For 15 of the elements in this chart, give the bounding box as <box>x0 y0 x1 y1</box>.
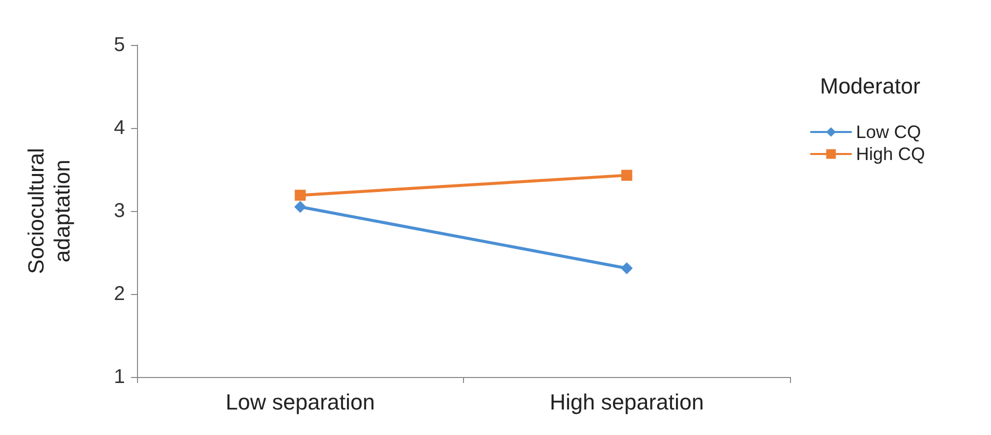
point <box>621 170 632 181</box>
legend-title: Moderator <box>820 74 920 98</box>
legend-label: Low CQ <box>856 122 922 142</box>
y-tick-label: 2 <box>114 283 125 305</box>
x-tick-label: High separation <box>550 390 704 414</box>
point <box>294 200 306 213</box>
point <box>620 262 633 274</box>
x-tick-label: Low separation <box>226 390 375 414</box>
legend-label: High CQ <box>856 144 926 164</box>
y-tick-label: 5 <box>114 34 125 56</box>
y-tick-label: 4 <box>114 117 125 139</box>
point <box>294 190 306 201</box>
y-axis-title: Sociocultural adaptation <box>24 148 74 274</box>
y-tick-label: 1 <box>114 366 125 388</box>
y-tick-label: 3 <box>114 200 125 222</box>
